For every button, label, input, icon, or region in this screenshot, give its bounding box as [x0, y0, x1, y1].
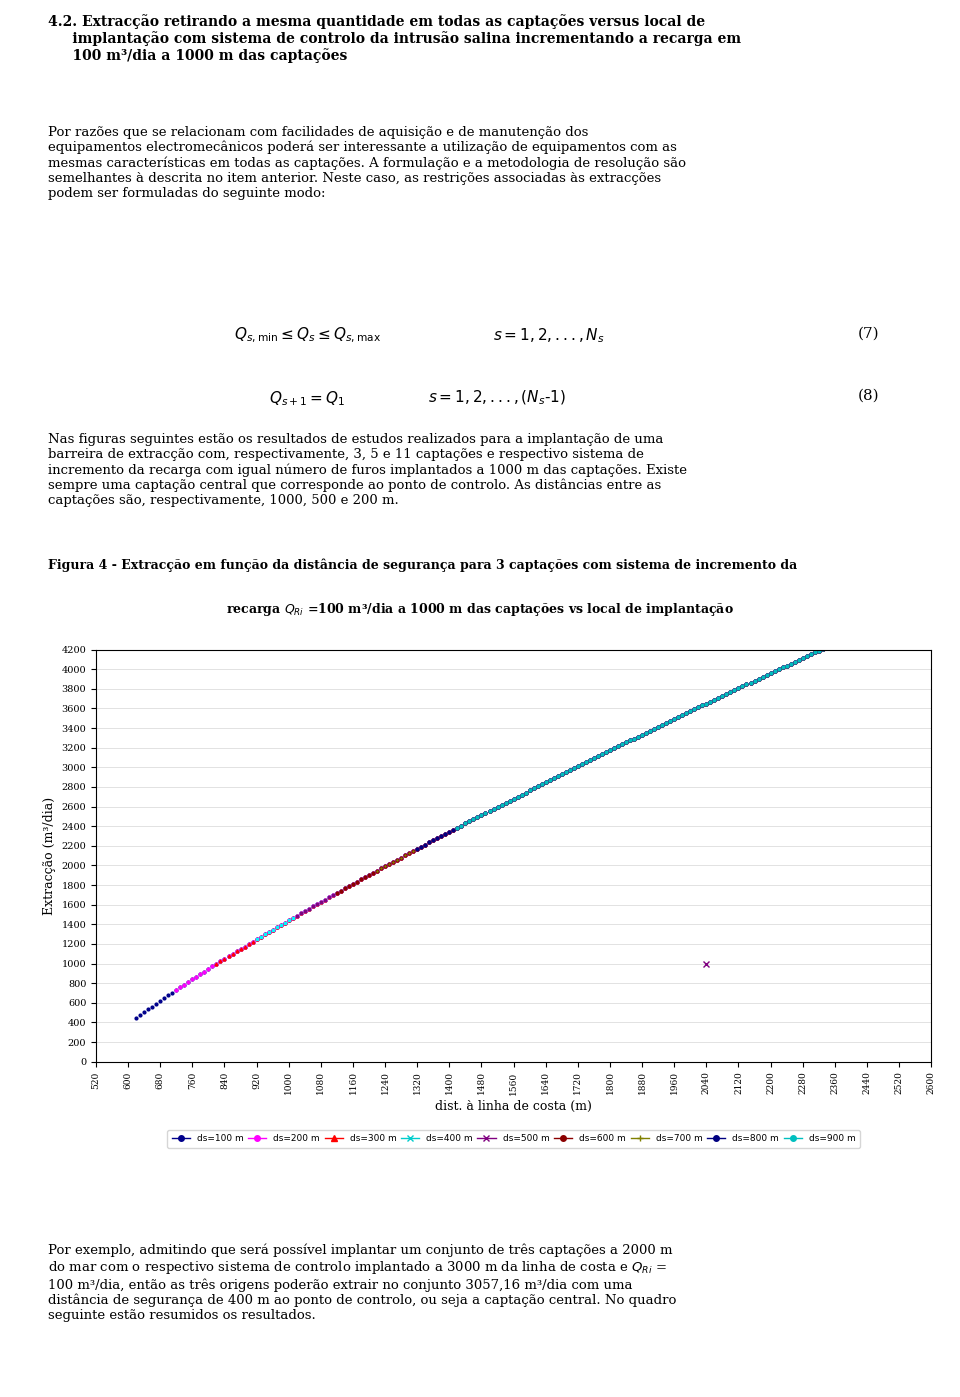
ds=700 m — [925, 591, 937, 608]
ds=200 m — [171, 982, 182, 999]
ds=700 m — [379, 858, 391, 875]
ds=600 m — [476, 807, 488, 824]
ds=100 m — [536, 775, 547, 792]
ds=700 m — [913, 597, 924, 613]
ds=500 m — [544, 773, 556, 789]
Text: $Q_{s,\min} \leq Q_s \leq Q_{s,\max}$: $Q_{s,\min} \leq Q_s \leq Q_{s,\max}$ — [233, 327, 381, 345]
Text: $s = 1, 2, ..., N_s$: $s = 1, 2, ..., N_s$ — [493, 327, 605, 345]
ds=400 m — [894, 605, 905, 622]
ds=200 m — [456, 817, 468, 834]
Line: ds=800 m: ds=800 m — [416, 598, 932, 851]
ds=300 m — [271, 919, 282, 936]
ds=900 m — [451, 819, 463, 835]
ds=800 m — [412, 841, 423, 858]
ds=500 m — [825, 637, 836, 654]
ds=200 m — [319, 891, 330, 908]
ds=700 m — [375, 861, 387, 877]
ds=600 m — [436, 828, 447, 845]
ds=500 m — [468, 810, 479, 827]
ds=200 m — [736, 678, 748, 694]
ds=900 m — [797, 650, 808, 666]
Line: ds=500 m: ds=500 m — [296, 598, 932, 916]
ds=600 m — [592, 747, 604, 764]
ds=300 m — [416, 838, 427, 855]
ds=800 m — [817, 640, 828, 657]
Line: ds=100 m: ds=100 m — [134, 598, 932, 1020]
ds=300 m — [524, 782, 536, 799]
ds=100 m — [416, 838, 427, 855]
ds=500 m — [495, 796, 507, 813]
ds=600 m — [407, 842, 419, 859]
ds=800 m — [716, 687, 728, 704]
Text: recarga $Q_{Ri}$ =100 m³/dia a 1000 m das captações vs local de implantação: recarga $Q_{Ri}$ =100 m³/dia a 1000 m da… — [226, 601, 734, 617]
ds=900 m — [857, 622, 869, 638]
Line: ds=400 m: ds=400 m — [255, 598, 932, 940]
Text: (7): (7) — [858, 327, 879, 341]
ds=800 m — [861, 620, 873, 637]
Text: Figura 4 - Extracção em função da distância de segurança para 3 captações com si: Figura 4 - Extracção em função da distân… — [48, 559, 797, 573]
Line: ds=200 m: ds=200 m — [175, 598, 932, 992]
ds=200 m — [291, 907, 302, 923]
ds=600 m — [721, 686, 732, 703]
ds=300 m — [339, 880, 350, 897]
ds=400 m — [432, 830, 444, 847]
ds=400 m — [516, 787, 527, 803]
ds=900 m — [925, 591, 937, 608]
ds=200 m — [925, 591, 937, 608]
Line: ds=300 m: ds=300 m — [215, 598, 932, 965]
ds=400 m — [789, 654, 801, 671]
ds=800 m — [552, 768, 564, 785]
X-axis label: dist. à linha de costa (m): dist. à linha de costa (m) — [435, 1099, 592, 1113]
ds=400 m — [777, 659, 788, 676]
ds=200 m — [765, 665, 777, 682]
ds=500 m — [697, 697, 708, 714]
ds=100 m — [817, 640, 828, 657]
Legend: ds=100 m, ds=200 m, ds=300 m, ds=400 m, ds=500 m, ds=600 m, ds=700 m, ds=800 m, : ds=100 m, ds=200 m, ds=300 m, ds=400 m, … — [167, 1130, 860, 1148]
Text: Por razões que se relacionam com facilidades de aquisição e de manutenção dos
eq: Por razões que se relacionam com facilid… — [48, 126, 686, 200]
ds=100 m — [865, 617, 876, 634]
ds=300 m — [745, 675, 756, 692]
ds=400 m — [825, 637, 836, 654]
Text: $s = 1, 2, ..., (N_s\text{-}1)$: $s = 1, 2, ..., (N_s\text{-}1)$ — [428, 390, 566, 408]
ds=200 m — [668, 711, 680, 728]
ds=300 m — [279, 914, 291, 930]
ds=300 m — [925, 591, 937, 608]
ds=900 m — [833, 633, 845, 650]
ds=600 m — [471, 809, 483, 826]
ds=400 m — [251, 930, 262, 947]
ds=600 m — [331, 884, 343, 901]
ds=100 m — [131, 1010, 142, 1027]
ds=100 m — [488, 800, 499, 817]
ds=100 m — [898, 604, 909, 620]
Y-axis label: Extracção (m³/dia): Extracção (m³/dia) — [43, 796, 56, 915]
ds=700 m — [725, 683, 736, 700]
ds=500 m — [753, 671, 764, 687]
Line: ds=900 m: ds=900 m — [456, 598, 932, 828]
ds=700 m — [684, 703, 696, 719]
Line: ds=700 m: ds=700 m — [375, 598, 932, 872]
ds=900 m — [548, 770, 560, 787]
ds=700 m — [660, 714, 672, 731]
ds=700 m — [372, 862, 383, 879]
ds=100 m — [925, 591, 937, 608]
ds=500 m — [925, 591, 937, 608]
ds=300 m — [210, 956, 222, 972]
Text: $Q_{s+1} = Q_1$: $Q_{s+1} = Q_1$ — [269, 390, 346, 408]
ds=900 m — [600, 745, 612, 761]
ds=800 m — [925, 591, 937, 608]
ds=800 m — [436, 828, 447, 845]
Text: 4.2. Extracção retirando a mesma quantidade em todas as captações versus local d: 4.2. Extracção retirando a mesma quantid… — [48, 14, 741, 63]
ds=500 m — [291, 907, 302, 923]
ds=900 m — [729, 682, 740, 698]
Text: Por exemplo, admitindo que será possível implantar um conjunto de três captações: Por exemplo, admitindo que será possível… — [48, 1243, 677, 1323]
ds=400 m — [925, 591, 937, 608]
Text: Nas figuras seguintes estão os resultados de estudos realizados para a implantaç: Nas figuras seguintes estão os resultado… — [48, 433, 687, 507]
ds=800 m — [681, 705, 692, 722]
ds=600 m — [925, 591, 937, 608]
Text: (8): (8) — [858, 390, 879, 404]
Line: ds=600 m: ds=600 m — [336, 598, 932, 894]
